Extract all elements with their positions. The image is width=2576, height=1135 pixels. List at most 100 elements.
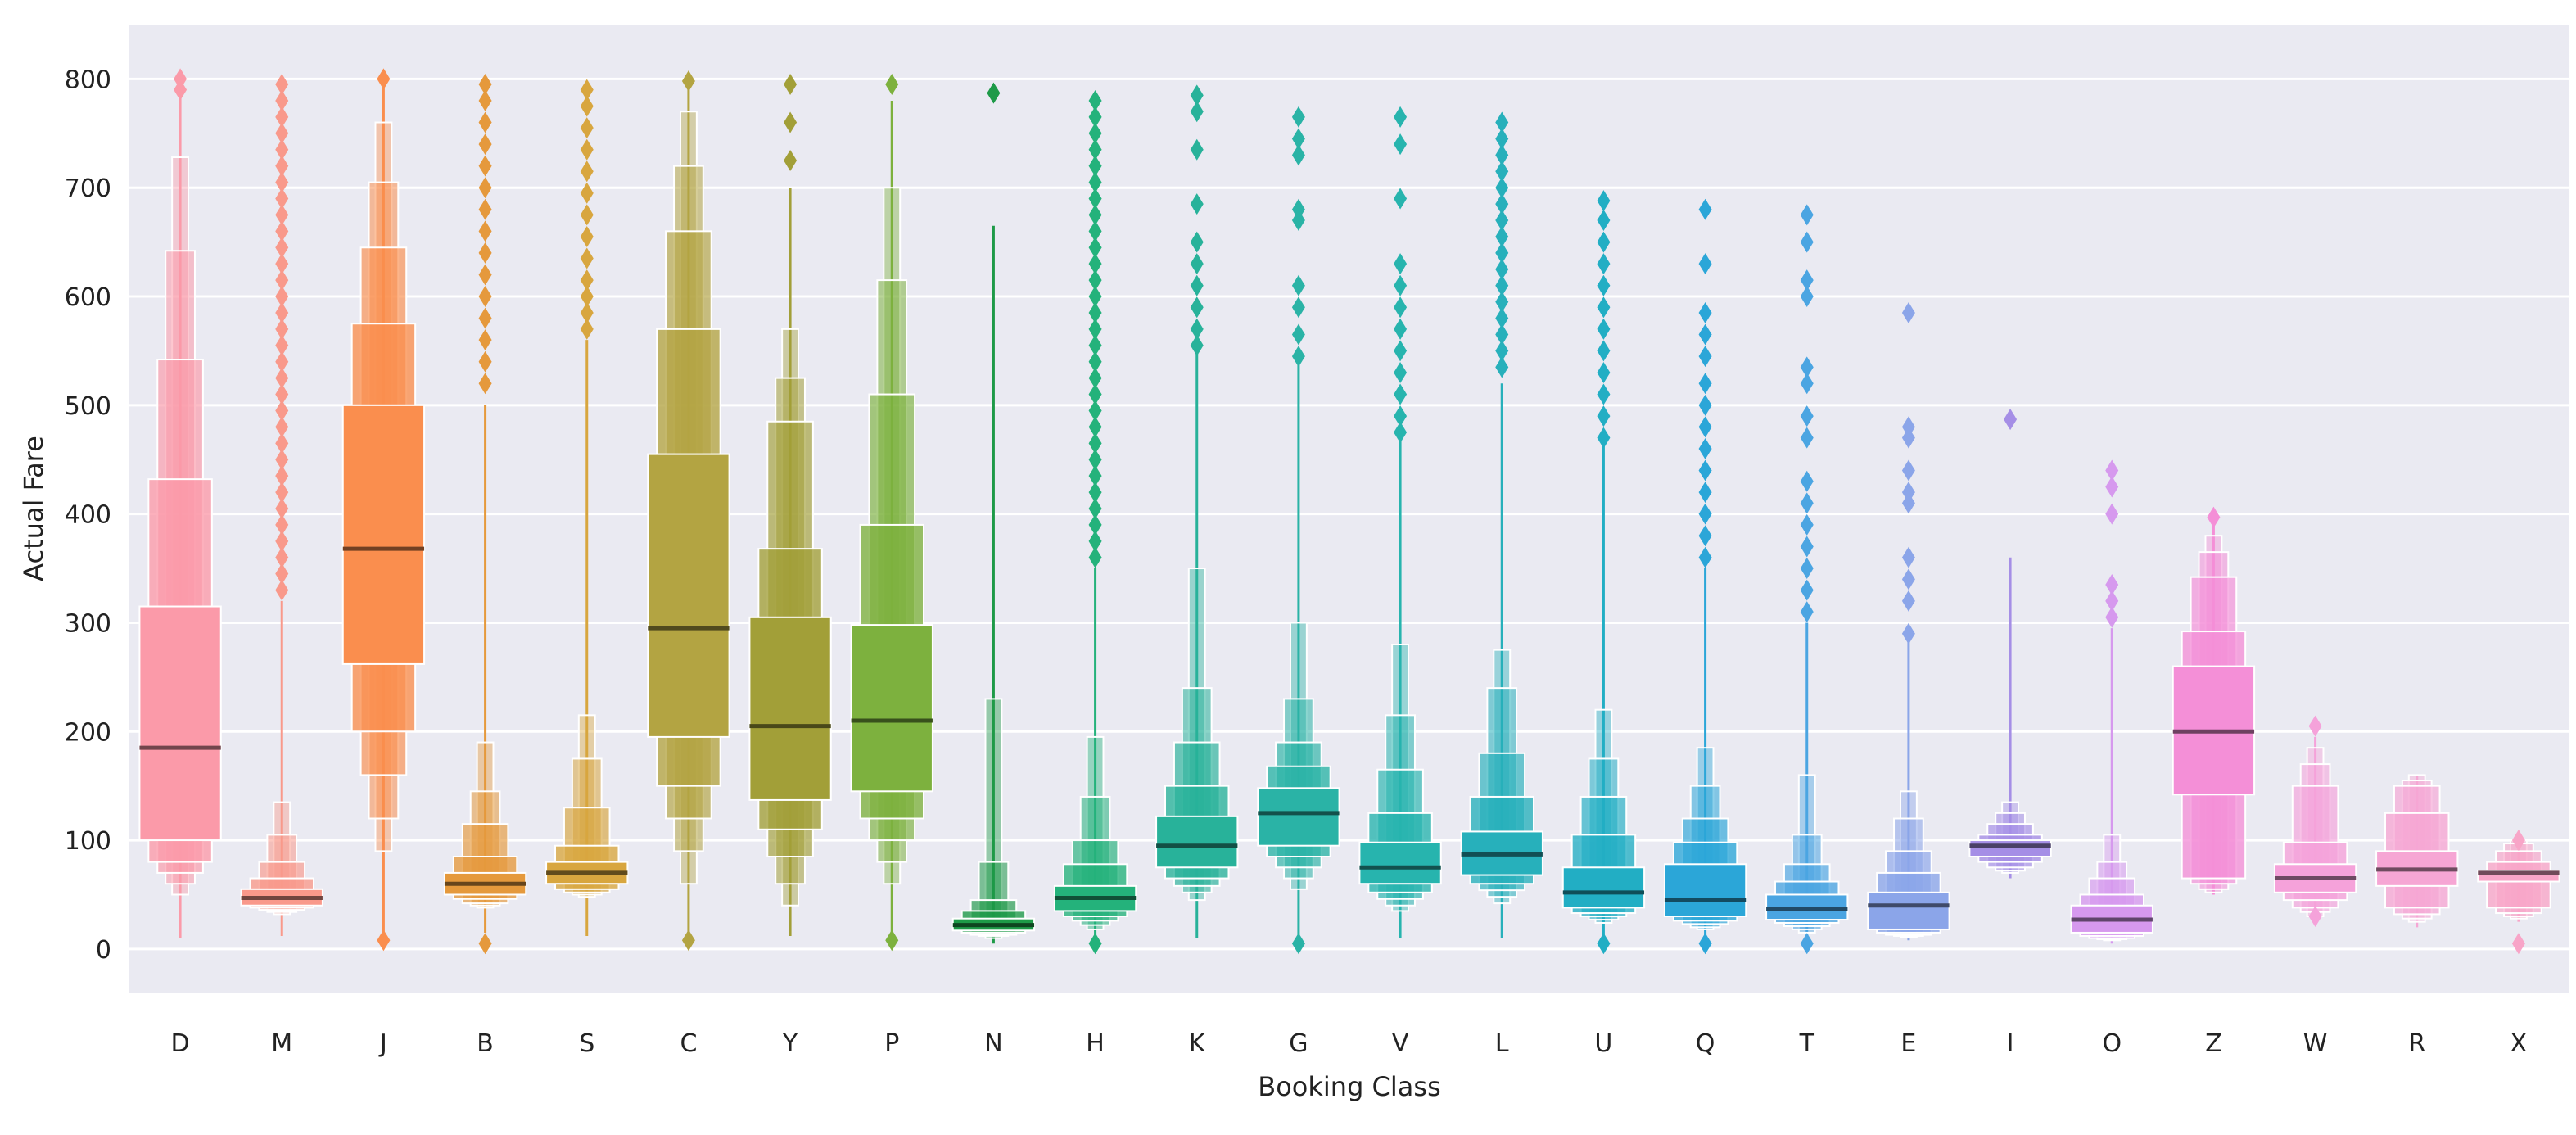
outlier-point	[1597, 318, 1611, 340]
x-tick-label: L	[1495, 1029, 1509, 1058]
boxen-box-level-1	[647, 453, 730, 738]
outlier-point	[2004, 409, 2018, 431]
outlier-point	[2207, 506, 2221, 528]
outlier-point	[275, 465, 289, 487]
x-tick-label: O	[2102, 1029, 2122, 1058]
outlier-point	[1088, 220, 1102, 242]
boxen-group-k	[1155, 84, 1239, 938]
outlier-point	[1901, 427, 1915, 449]
boxen-group-b	[443, 74, 527, 955]
outlier-point	[1394, 405, 1408, 427]
outlier-point	[1800, 204, 1814, 226]
outlier-point	[580, 286, 594, 308]
outlier-point	[275, 318, 289, 340]
outlier-point	[1088, 122, 1102, 144]
outlier-point	[580, 79, 594, 101]
outlier-point	[275, 138, 289, 161]
outlier-point	[1394, 106, 1408, 128]
outlier-point	[580, 117, 594, 139]
boxen-group-j	[341, 68, 426, 952]
outlier-point	[1597, 933, 1611, 955]
outlier-point	[1088, 449, 1102, 471]
x-tick-label: E	[1900, 1029, 1916, 1058]
outlier-point	[1800, 492, 1814, 514]
outlier-point	[478, 264, 492, 286]
outlier-point	[1800, 373, 1814, 395]
outlier-point	[1088, 253, 1102, 275]
boxen-group-q	[1663, 198, 1747, 955]
outlier-point	[1698, 394, 1712, 416]
outlier-point	[1394, 188, 1408, 210]
outlier-point	[275, 546, 289, 568]
outlier-point	[1901, 590, 1915, 612]
outlier-point	[275, 237, 289, 259]
outlier-point	[1088, 482, 1102, 504]
outlier-point	[1495, 210, 1509, 232]
x-tick-label: T	[1799, 1029, 1815, 1058]
outlier-point	[1088, 465, 1102, 487]
outlier-point	[275, 579, 289, 601]
y-tick-label: 500	[65, 392, 111, 421]
outlier-point	[1495, 340, 1509, 362]
outlier-point	[1495, 128, 1509, 150]
outlier-point	[1088, 237, 1102, 259]
outlier-point	[580, 95, 594, 117]
outlier-point	[478, 177, 492, 199]
outlier-point	[580, 247, 594, 269]
outlier-point	[1088, 155, 1102, 177]
outlier-point	[681, 929, 695, 952]
outlier-point	[478, 74, 492, 96]
outlier-point	[1597, 405, 1611, 427]
outlier-point	[1088, 286, 1102, 308]
boxen-group-i	[1968, 409, 2052, 879]
chart-marks	[138, 68, 2560, 955]
outlier-point	[1088, 171, 1102, 193]
x-tick-label: B	[477, 1029, 494, 1058]
outlier-point	[1291, 274, 1305, 296]
outlier-point	[1088, 513, 1102, 536]
outlier-point	[1597, 231, 1611, 253]
outlier-point	[2105, 573, 2119, 595]
boxen-group-p	[850, 74, 933, 952]
outlier-point	[1597, 274, 1611, 296]
boxen-group-d	[138, 68, 222, 938]
outlier-point	[478, 933, 492, 955]
outlier-point	[1698, 482, 1712, 504]
outlier-point	[1190, 193, 1204, 215]
x-tick-label: P	[884, 1029, 899, 1058]
outlier-point	[1698, 373, 1712, 395]
outlier-point	[1901, 568, 1915, 590]
outlier-point	[1800, 405, 1814, 427]
outlier-point	[987, 82, 1001, 104]
outlier-point	[1291, 210, 1305, 232]
outlier-point	[1800, 513, 1814, 536]
boxen-box-level-1	[850, 624, 933, 793]
outlier-point	[1495, 242, 1509, 264]
outlier-point	[1088, 106, 1102, 128]
outlier-point	[1901, 546, 1915, 568]
x-tick-label: D	[171, 1029, 190, 1058]
outlier-point	[1291, 346, 1305, 368]
outlier-point	[1597, 383, 1611, 405]
outlier-point	[1088, 269, 1102, 292]
outlier-point	[275, 563, 289, 585]
outlier-point	[1800, 558, 1814, 580]
boxen-box-level-1	[1358, 841, 1442, 885]
outlier-point	[580, 204, 594, 226]
outlier-point	[275, 106, 289, 128]
outlier-point	[1698, 198, 1712, 220]
outlier-point	[1088, 350, 1102, 373]
outlier-point	[1698, 933, 1712, 955]
boxen-group-r	[2375, 774, 2459, 928]
outlier-point	[1394, 296, 1408, 319]
outlier-point	[1394, 253, 1408, 275]
outlier-point	[1495, 177, 1509, 199]
outlier-point	[1597, 296, 1611, 319]
x-tick-label: K	[1189, 1029, 1206, 1058]
outlier-point	[478, 133, 492, 156]
outlier-point	[2511, 933, 2525, 955]
x-tick-label: Z	[2205, 1029, 2222, 1058]
outlier-point	[2105, 503, 2119, 525]
